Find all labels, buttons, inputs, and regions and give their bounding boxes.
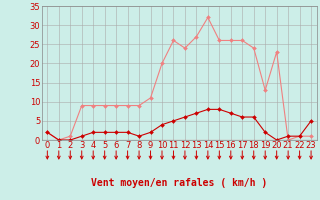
Text: Vent moyen/en rafales ( km/h ): Vent moyen/en rafales ( km/h ) [91, 178, 267, 188]
